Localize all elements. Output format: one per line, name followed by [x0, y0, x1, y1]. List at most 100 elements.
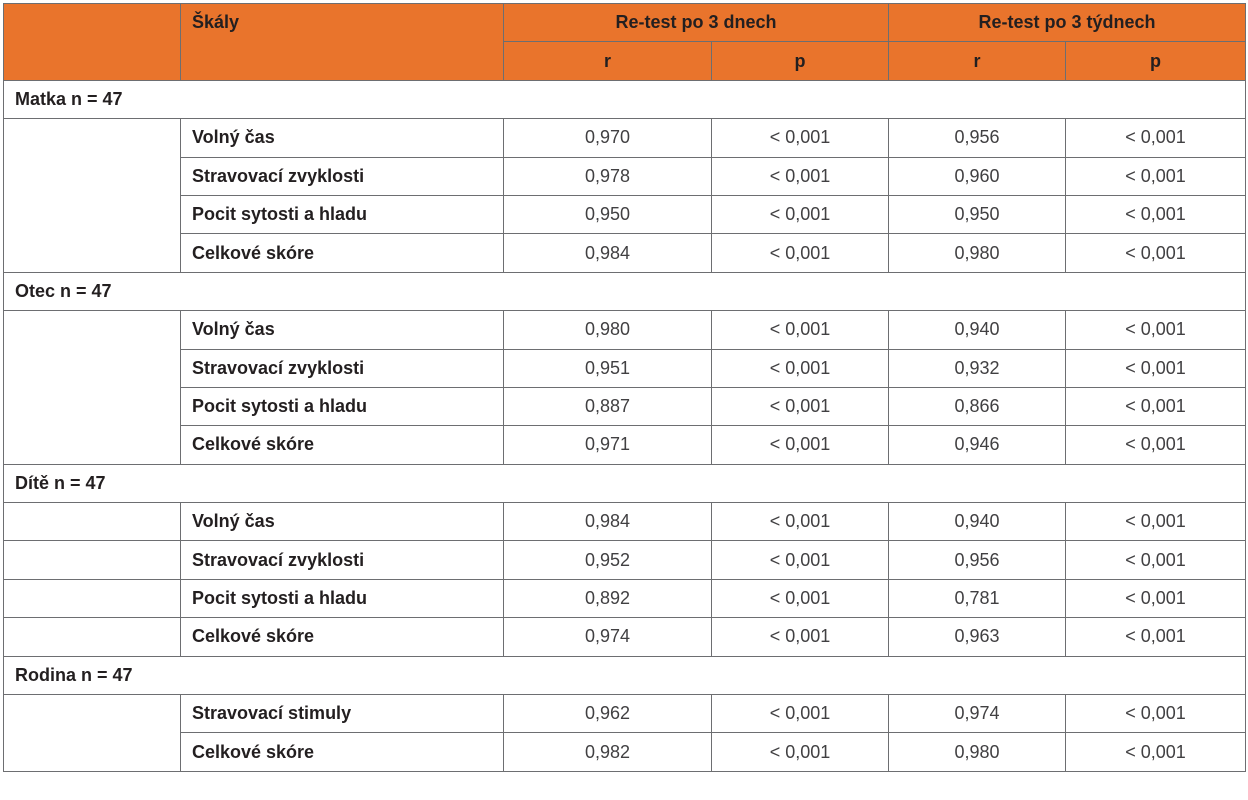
r-value-3-weeks: 0,980: [888, 233, 1066, 273]
r-value-3-weeks: 0,960: [888, 156, 1066, 196]
table-row: Volný čas 0,980 < 0,001 0,940 < 0,001: [3, 310, 1246, 465]
scale-name: Volný čas: [180, 310, 504, 350]
p-value-3-days: < 0,001: [711, 233, 889, 273]
scale-name: Stravovací zvyklosti: [180, 348, 504, 388]
p-value-3-days: < 0,001: [711, 540, 889, 580]
table-row: Volný čas 0,984 < 0,001 0,940 < 0,001: [3, 502, 1246, 542]
r-value-3-weeks: 0,956: [888, 118, 1066, 158]
scale-name: Stravovací stimuly: [180, 694, 504, 734]
p-value-3-days: < 0,001: [711, 118, 889, 158]
group-label: Rodina n = 47: [3, 655, 1246, 696]
table-row: Stravovací zvyklosti 0,951 < 0,001 0,932 < 0…: [4, 348, 1246, 388]
table-row: Stravovací zvyklosti 0,952 < 0,001 0,956 < 0…: [3, 540, 1246, 580]
r-value-3-weeks: 0,781: [888, 578, 1066, 619]
r-value-3-days: 0,952: [503, 540, 712, 580]
r-value-3-days: 0,978: [503, 156, 712, 196]
r-header-3-weeks: r: [888, 41, 1066, 81]
blank-cell: [3, 578, 181, 619]
p-value-3-days: < 0,001: [711, 425, 889, 465]
p-value-3-weeks: < 0,001: [1065, 194, 1246, 235]
blank-cell: [3, 310, 181, 465]
blank-cell: [3, 502, 181, 542]
p-value-3-days: < 0,001: [711, 310, 889, 350]
p-value-3-days: < 0,001: [711, 348, 889, 388]
p-value-3-weeks: < 0,001: [1065, 578, 1246, 619]
retest-3-weeks-header: Re-test po 3 týdnech: [888, 2, 1246, 43]
p-value-3-weeks: < 0,001: [1065, 310, 1246, 350]
p-value-3-days: < 0,001: [711, 617, 889, 657]
scale-name: Pocit sytosti a hladu: [180, 386, 504, 427]
scale-name: Stravovací zvyklosti: [180, 540, 504, 580]
p-value-3-days: < 0,001: [711, 156, 889, 196]
blank-cell: [3, 118, 181, 273]
scale-name: Volný čas: [180, 502, 504, 542]
retest-3-days-header: Re-test po 3 dnech: [503, 2, 889, 43]
table-row: Stravovací stimuly 0,962 < 0,001 0,974 < 0,0…: [3, 694, 1246, 772]
r-value-3-days: 0,950: [503, 194, 712, 235]
p-value-3-days: < 0,001: [711, 694, 889, 734]
table-row: Pocit sytosti a hladu 0,950 < 0,001 0,950 < …: [4, 194, 1246, 235]
r-value-3-days: 0,951: [503, 348, 712, 388]
scales-header: Škály: [180, 3, 504, 81]
blank-cell: [3, 617, 181, 657]
r-value-3-days: 0,887: [503, 386, 712, 427]
r-value-3-weeks: 0,946: [888, 425, 1066, 465]
r-value-3-days: 0,980: [503, 310, 712, 350]
p-value-3-weeks: < 0,001: [1065, 348, 1246, 388]
r-value-3-weeks: 0,940: [888, 502, 1066, 542]
r-value-3-weeks: 0,950: [888, 194, 1066, 235]
r-value-3-days: 0,984: [503, 502, 712, 542]
p-value-3-weeks: < 0,001: [1065, 617, 1246, 657]
p-value-3-days: < 0,001: [711, 732, 889, 772]
r-value-3-days: 0,971: [503, 425, 712, 465]
group-label: Otec n = 47: [3, 271, 1246, 312]
r-value-3-weeks: 0,974: [888, 694, 1066, 734]
p-value-3-weeks: < 0,001: [1065, 694, 1246, 734]
r-value-3-days: 0,982: [503, 732, 712, 772]
group-row: Dítě n = 47: [3, 463, 1246, 504]
table-row: Stravovací zvyklosti 0,978 < 0,001 0,960 < 0…: [4, 156, 1246, 196]
blank-cell: [3, 540, 181, 580]
header-corner-cell: [3, 3, 181, 81]
p-value-3-weeks: < 0,001: [1065, 118, 1246, 158]
table-row: Celkové skóre 0,974 < 0,001 0,963 < 0,001: [3, 617, 1246, 657]
group-row: Rodina n = 47: [3, 655, 1246, 696]
p-value-3-days: < 0,001: [711, 194, 889, 235]
table-row: Celkové skóre 0,971 < 0,001 0,946 < 0,001: [4, 425, 1246, 465]
p-value-3-weeks: < 0,001: [1065, 386, 1246, 427]
group-row: Matka n = 47: [3, 79, 1246, 120]
p-value-3-weeks: < 0,001: [1065, 156, 1246, 196]
reliability-table: Škály Re-test po 3 dnech Re-test po 3 tý…: [3, 2, 1246, 772]
scale-name: Celkové skóre: [180, 732, 504, 772]
scale-name: Celkové skóre: [180, 425, 504, 465]
table-row: Celkové skóre 0,984 < 0,001 0,980 < 0,001: [4, 233, 1246, 273]
group-row: Otec n = 47: [3, 271, 1246, 312]
r-value-3-days: 0,984: [503, 233, 712, 273]
p-value-3-weeks: < 0,001: [1065, 425, 1246, 465]
p-header-3-days: p: [711, 41, 889, 81]
r-value-3-days: 0,892: [503, 578, 712, 619]
r-value-3-weeks: 0,866: [888, 386, 1066, 427]
r-value-3-days: 0,962: [503, 694, 712, 734]
r-value-3-weeks: 0,932: [888, 348, 1066, 388]
scale-name: Volný čas: [180, 118, 504, 158]
p-value-3-days: < 0,001: [711, 578, 889, 619]
blank-cell: [3, 694, 181, 772]
r-value-3-weeks: 0,956: [888, 540, 1066, 580]
scale-name: Celkové skóre: [180, 233, 504, 273]
scale-name: Pocit sytosti a hladu: [180, 578, 504, 619]
r-value-3-weeks: 0,963: [888, 617, 1066, 657]
r-header-3-days: r: [503, 41, 712, 81]
table-row: Volný čas 0,970 < 0,001 0,956 < 0,001: [3, 118, 1246, 273]
scale-name: Pocit sytosti a hladu: [180, 194, 504, 235]
scale-name: Celkové skóre: [180, 617, 504, 657]
p-value-3-weeks: < 0,001: [1065, 502, 1246, 542]
r-value-3-days: 0,974: [503, 617, 712, 657]
scale-name: Stravovací zvyklosti: [180, 156, 504, 196]
p-value-3-weeks: < 0,001: [1065, 732, 1246, 772]
r-value-3-weeks: 0,940: [888, 310, 1066, 350]
p-value-3-weeks: < 0,001: [1065, 233, 1246, 273]
table-row: Pocit sytosti a hladu 0,887 < 0,001 0,866 < …: [4, 386, 1246, 427]
table-body: Matka n = 47 Volný čas 0,970 < 0,001 0,956 < …: [3, 79, 1246, 772]
table-header: Škály Re-test po 3 dnech Re-test po 3 tý…: [3, 2, 1246, 81]
